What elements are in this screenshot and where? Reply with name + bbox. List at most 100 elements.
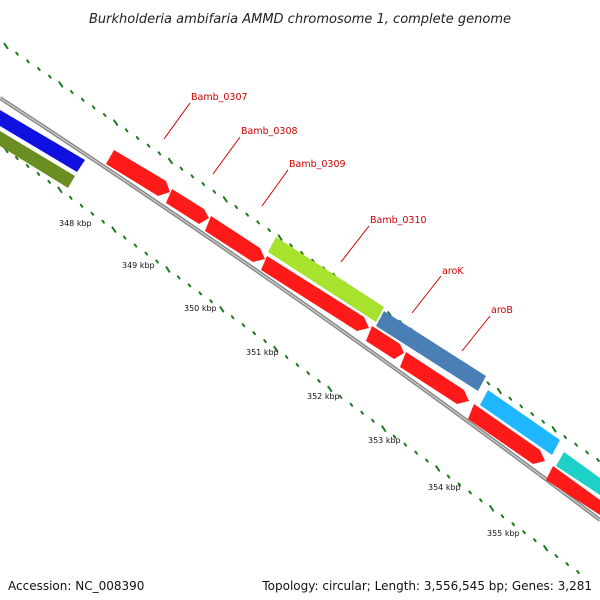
tick-dot [15,51,19,56]
position-ticks: 348 kbp 349 kbp 350 kbp 351 kbp 352 kbp … [59,219,520,538]
tick-dot [574,442,578,447]
gene-red-8[interactable] [546,466,600,515]
gene-red-7[interactable] [468,404,545,464]
tick-dot [90,211,95,216]
tick-dot [69,90,74,94]
tick-dot [241,323,246,328]
tick-dot [576,570,580,574]
tick-dot [508,396,513,401]
tick-dot [489,505,495,512]
tick-dot [267,228,271,232]
tick-dot [543,544,549,552]
tick-dot [295,362,300,367]
tick-label: 349 kbp [122,261,155,270]
tick-dot [14,155,19,160]
gene-sky[interactable] [480,390,560,455]
tick-dot [565,562,570,567]
gene-aroK-red[interactable] [366,326,404,359]
tick-dot [124,128,129,133]
tick-dot [122,235,127,240]
tick-dot [165,266,171,273]
tick-label: 354 kbp [428,483,461,492]
tick-dot [230,315,235,320]
tick-dot [57,186,63,194]
tick-dot [306,370,310,375]
tick-dot [256,220,260,225]
gene-label[interactable]: Bamb_0307 [191,92,248,103]
tick-dot [457,482,462,487]
gene-steel[interactable] [376,311,486,391]
gene-cyan[interactable] [556,452,600,495]
tick-dot [102,113,107,117]
tick-dot [167,157,173,165]
tick-dot [533,538,537,543]
tick-dot [349,402,354,407]
tick-dot [551,426,557,433]
tick-label: 355 kbp [487,529,520,538]
tick-dot [500,514,505,519]
gene-Bamb_0308[interactable] [166,189,209,224]
tick-dot [317,378,321,383]
tick-dot [68,195,73,200]
gene-label[interactable]: aroK [442,266,464,277]
tick-dot [289,243,293,248]
gene-labels: Bamb_0307 Bamb_0308 Bamb_0309 Bamb_0310 … [163,92,513,352]
tick-dot [201,182,206,186]
tick-dot [176,275,181,280]
tick-dot [212,189,217,194]
gene-lime[interactable] [268,237,384,322]
tick-dot [101,219,105,224]
tick-dot [585,450,589,455]
tick-dot [37,67,41,71]
tick-dot [47,179,51,184]
tick-label: 348 kbp [59,219,92,228]
tick-dot [392,434,397,439]
tick-label: 353 kbp [368,436,401,445]
tick-label: 351 kbp [246,348,279,357]
gene-label[interactable]: Bamb_0308 [241,126,298,137]
tick-dot [111,226,117,233]
tick-dot [263,339,267,344]
genome-summary-text: Topology: circular; Length: 3,556,545 bp… [262,579,592,593]
tick-dot [596,458,600,462]
tick-label: 352 kbp [307,392,340,401]
tick-dot [113,119,119,126]
gene-Bamb_0309[interactable] [205,216,265,262]
gene-label[interactable]: aroB [491,305,513,316]
accession-text: Accession: NC_008390 [8,579,145,593]
tick-dot [198,291,203,296]
tick-dot [446,474,451,479]
tick-dot [190,174,195,179]
tick-dot [222,196,228,203]
tick-dot [234,205,239,209]
tick-dot [273,345,279,353]
gene-blue[interactable] [0,110,85,172]
gene-label[interactable]: Bamb_0310 [370,215,427,226]
gene-Bamb_0307[interactable] [106,150,170,196]
tick-dot [144,251,149,256]
tick-dot [554,554,559,559]
tick-dot [179,166,184,171]
tick-dot [26,59,30,64]
tick-dot [371,418,375,423]
tick-dot [468,490,472,495]
gene-Bamb_0310[interactable] [261,256,369,331]
tick-dot [300,251,304,255]
genome-backbone [0,96,600,522]
tick-dot [338,394,343,399]
tick-dot [522,530,526,535]
tick-dot [284,355,289,360]
tick-label: 350 kbp [184,304,217,313]
tick-dot [511,522,516,527]
tick-dot [381,425,387,432]
tick-dot [48,74,52,79]
gene-olive[interactable] [0,131,75,188]
gene-aroB-red[interactable] [400,352,469,404]
gene-label[interactable]: Bamb_0309 [289,159,346,170]
tick-dot [360,410,364,415]
tick-dot [486,381,491,386]
tick-dot [219,306,225,313]
tick-dot [245,212,249,217]
tick-dot [91,105,96,110]
tick-dot [530,412,535,416]
